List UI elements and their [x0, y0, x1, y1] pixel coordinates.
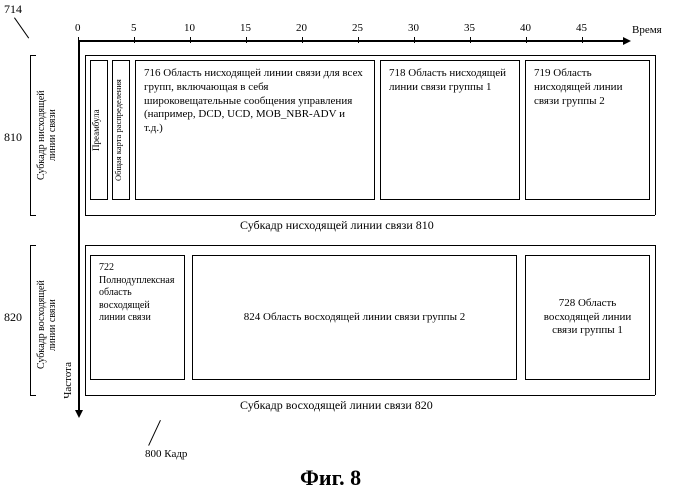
freq-axis-label: Частота [62, 362, 74, 399]
row-label-ul: Субкадр восходящей линии связи [36, 250, 58, 400]
bracket-ul-v [30, 245, 31, 395]
ul-frame-top [85, 245, 655, 246]
box-718-text: 718 Область нисходящей линии связи групп… [389, 67, 506, 93]
box-719: 719 Область нисходящей линии связи групп… [525, 60, 650, 200]
leader-714 [14, 17, 29, 38]
dl-frame-bot [85, 215, 655, 216]
tick-label: 35 [464, 22, 475, 34]
tick-mark [190, 37, 191, 43]
box-728-text: 728 Область восходящей линии связи групп… [534, 297, 641, 338]
tick-label: 25 [352, 22, 363, 34]
time-axis [78, 40, 623, 42]
map-label: Общая карта распределения [113, 63, 124, 197]
preamble-label: Преамбула [91, 63, 102, 197]
bracket-ul-t [30, 245, 36, 246]
tick-mark [134, 37, 135, 43]
time-axis-arrow [623, 37, 631, 45]
bracket-ul-b [30, 395, 36, 396]
bracket-dl-v [30, 55, 31, 215]
tick-label: 45 [576, 22, 587, 34]
box-716-text: 716 Область нисходящей линии связи для в… [144, 67, 363, 134]
tick-label: 15 [240, 22, 251, 34]
box-824-text: 824 Область восходящей линии связи групп… [244, 311, 465, 325]
row-label-dl: Субкадр нисходящей линии связи [36, 60, 58, 210]
tick-mark [470, 37, 471, 43]
sub-dl-label: Субкадр нисходящей линии связи 810 [240, 218, 434, 233]
bracket-dl-b [30, 215, 36, 216]
tick-mark [302, 37, 303, 43]
ref-820: 820 [4, 310, 22, 325]
diagram-canvas: 714 Время 0 5 10 15 20 25 30 35 40 45 Частота Суб… [0, 0, 685, 500]
box-718: 718 Область нисходящей линии связи групп… [380, 60, 520, 200]
figure-caption: Фиг. 8 [300, 465, 361, 491]
tick-label: 0 [75, 22, 81, 34]
bracket-dl-t [30, 55, 36, 56]
dl-frame-r [655, 55, 656, 215]
tick-label: 5 [131, 22, 137, 34]
box-719-text: 719 Область нисходящей линии связи групп… [534, 67, 622, 107]
tick-mark [526, 37, 527, 43]
time-axis-label: Время [632, 24, 662, 36]
box-728: 728 Область восходящей линии связи групп… [525, 255, 650, 380]
box-map: Общая карта распределения [112, 60, 130, 200]
ul-frame-r [655, 245, 656, 395]
leader-800 [148, 420, 161, 446]
outer-ref: 714 [4, 2, 22, 17]
tick-mark [246, 37, 247, 43]
freq-axis-arrow [75, 410, 83, 418]
sub-ul-label: Субкадр восходящей линии связи 820 [240, 398, 433, 413]
tick-mark [582, 37, 583, 43]
tick-mark [358, 37, 359, 43]
tick-label: 10 [184, 22, 195, 34]
tick-mark [414, 37, 415, 43]
ul-frame-l [85, 245, 86, 395]
tick-label: 20 [296, 22, 307, 34]
dl-frame-top [85, 55, 655, 56]
box-716: 716 Область нисходящей линии связи для в… [135, 60, 375, 200]
box-preamble: Преамбула [90, 60, 108, 200]
tick-label: 40 [520, 22, 531, 34]
freq-axis [78, 40, 80, 410]
dl-frame-l [85, 55, 86, 215]
box-824: 824 Область восходящей линии связи групп… [192, 255, 517, 380]
box-722-text: 722 Полнодуплексная область восходящей л… [99, 262, 174, 323]
tick-label: 30 [408, 22, 419, 34]
frame-label: 800 Кадр [145, 448, 187, 460]
ref-810: 810 [4, 130, 22, 145]
ul-frame-bot [85, 395, 655, 396]
box-722: 722 Полнодуплексная область восходящей л… [90, 255, 185, 380]
